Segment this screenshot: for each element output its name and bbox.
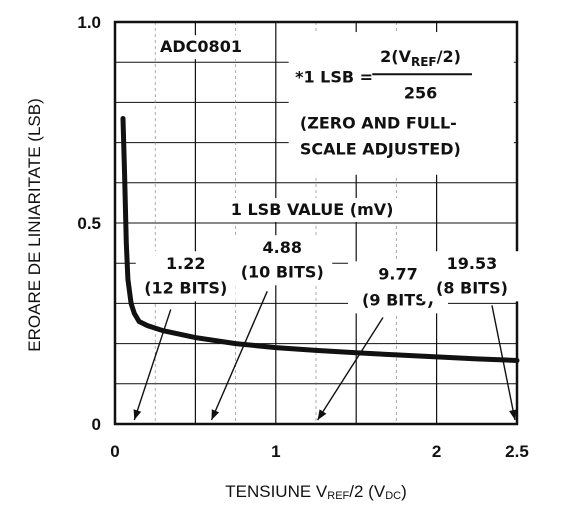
formula-numerator: 2(VREF/2) [380, 47, 461, 69]
y-tick-label: 0 [92, 415, 101, 434]
lsb-marker-arrow [133, 309, 172, 421]
y-axis-label: EROARE DE LINIARITATE (LSB) [25, 98, 44, 351]
lsb-marker-arrowhead [509, 409, 517, 420]
lsb-marker: 19.53 (8 BITS) [421, 251, 522, 421]
lsb-marker-arrowhead [133, 409, 142, 420]
lsb-marker-bg [135, 251, 236, 302]
lsb-title-bg [224, 197, 417, 222]
formula-denominator: 256 [404, 83, 437, 102]
lsb-marker-arrow [317, 317, 384, 421]
lsb-marker-arrowhead [317, 409, 327, 420]
x-tick-label: 2.5 [505, 442, 529, 461]
plot-frame [113, 20, 519, 426]
lsb-marker: 4.88 (10 BITS) [210, 235, 333, 421]
lsb-marker-bg [421, 251, 522, 302]
lsb-marker-value: 9.77 [378, 264, 417, 283]
y-tick-label: 0.5 [77, 214, 101, 233]
linearity-error-curve [120, 116, 520, 363]
x-axis-label: TENSIUNE VREF/2 (VDC) [225, 482, 407, 502]
device-label: ADC0801 [160, 37, 242, 56]
x-tick-label: 1 [271, 442, 280, 461]
lsb-marker-arrowhead [211, 409, 220, 420]
lsb-title: 1 LSB VALUE (mV) [231, 200, 394, 219]
annotations: ADC0801 *1 LSB = 2(VREF/2) 256 (ZERO AND FUL… [133, 32, 522, 421]
formula-note-line2: SCALE ADJUSTED) [300, 140, 461, 159]
lsb-marker-value: 1.22 [166, 254, 205, 273]
lsb-marker-bg [232, 235, 333, 286]
formula-prefix: *1 LSB = [295, 67, 373, 86]
y-tick-label: 1.0 [77, 13, 101, 32]
lsb-marker-bits: (9 BITS) [362, 290, 434, 309]
lsb-formula: *1 LSB = 2(VREF/2) 256 (ZERO AND FULL- SCALE… [288, 32, 514, 175]
x-tick-label: 2 [432, 442, 441, 461]
lsb-marker-bits: (8 BITS) [436, 278, 508, 297]
formula-note-line1: (ZERO AND FULL- [300, 114, 457, 133]
lsb-marker-bits: (10 BITS) [241, 262, 324, 281]
lsb-marker-arrow [491, 305, 516, 421]
lsb-marker-bits: (12 BITS) [144, 278, 227, 297]
lsb-marker-value: 4.88 [262, 238, 301, 257]
device-label-bg [156, 35, 247, 60]
x-tick-label: 0 [110, 442, 119, 461]
lsb-marker-value: 19.53 [447, 254, 498, 273]
lsb-marker: 1.22 (12 BITS) [133, 251, 236, 421]
formula-bg [288, 32, 514, 175]
lsb-marker-arrow [210, 291, 268, 421]
tick-labels: 0 0.5 1.0 0 1 2 2.5 [77, 13, 528, 461]
